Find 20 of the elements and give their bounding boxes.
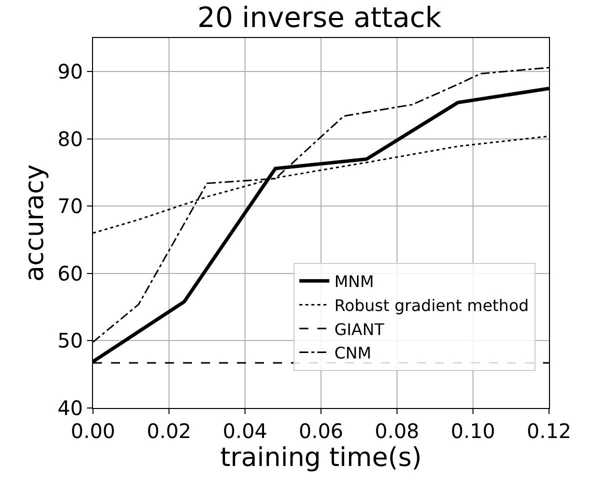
x-tick-label: 0.08 bbox=[374, 419, 420, 443]
y-tick-label: 80 bbox=[58, 126, 83, 151]
y-tick-label: 90 bbox=[58, 60, 83, 84]
x-tick-label: 0.10 bbox=[450, 419, 496, 443]
x-tick-label: 0.04 bbox=[222, 419, 268, 443]
x-axis-title: training time(s) bbox=[220, 443, 422, 473]
legend-label: GIANT bbox=[334, 320, 384, 339]
y-tick-label: 40 bbox=[58, 396, 83, 420]
y-axis-title: accuracy bbox=[20, 164, 50, 282]
chart-title: 20 inverse attack bbox=[197, 0, 442, 34]
legend-label: Robust gradient method bbox=[334, 296, 529, 315]
legend-label: MNM bbox=[334, 272, 374, 292]
x-tick-label: 0.12 bbox=[526, 419, 572, 443]
x-tick-label: 0.06 bbox=[298, 419, 344, 443]
legend-label: CNM bbox=[334, 344, 372, 363]
y-tick-label: 60 bbox=[58, 261, 83, 286]
y-tick-label: 50 bbox=[58, 328, 83, 353]
x-tick-label: 0.02 bbox=[146, 419, 192, 443]
x-tick-label: 0.00 bbox=[70, 419, 116, 443]
y-tick-label: 70 bbox=[58, 194, 83, 218]
